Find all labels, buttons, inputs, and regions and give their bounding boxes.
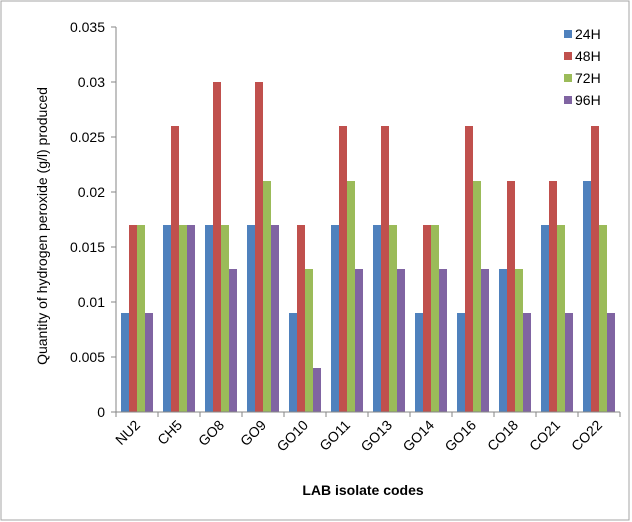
x-tick-label: GO10 <box>273 417 311 455</box>
bar-48H-GO14 <box>423 225 431 412</box>
bar-24H-CO21 <box>541 225 549 412</box>
bar-24H-GO11 <box>331 225 339 412</box>
bar-72H-CH5 <box>179 225 187 412</box>
x-ticks-group: NU2 CH5 GO8 GO9 GO10 GO11 GO13 GO14 GO16 CO18 CO21… <box>112 412 621 455</box>
x-tick-label: GO11 <box>316 417 353 454</box>
x-tick-label: GO9 <box>237 417 269 449</box>
bar-48H-CO21 <box>549 181 557 412</box>
legend-label-96H: 96H <box>575 92 601 108</box>
bar-72H-GO8 <box>221 225 229 412</box>
bar-48H-GO11 <box>339 126 347 412</box>
bar-96H-NU2 <box>145 313 153 412</box>
x-tick-label: CH5 <box>154 417 185 448</box>
bar-72H-GO14 <box>431 225 439 412</box>
y-tick-label: 0.005 <box>70 349 105 365</box>
bar-72H-NU2 <box>137 225 145 412</box>
legend-label-48H: 48H <box>575 48 601 64</box>
bar-72H-GO13 <box>389 225 397 412</box>
bar-72H-GO10 <box>305 269 313 412</box>
bars-group <box>121 82 615 412</box>
y-tick-label: 0.03 <box>78 74 105 90</box>
bar-96H-CO18 <box>523 313 531 412</box>
legend-swatch-24H <box>564 30 572 38</box>
bar-48H-GO16 <box>465 126 473 412</box>
x-tick-label: CO21 <box>526 417 563 454</box>
x-tick-label: CO18 <box>484 417 521 454</box>
bar-72H-CO18 <box>515 269 523 412</box>
bar-24H-GO13 <box>373 225 381 412</box>
y-tick-label: 0.035 <box>70 19 105 35</box>
bar-72H-GO16 <box>473 181 481 412</box>
bar-24H-GO16 <box>457 313 465 412</box>
y-ticks-group: 0 0.005 0.01 0.015 0.02 0.025 0.03 0.035 <box>70 19 116 420</box>
y-tick-label: 0 <box>97 404 105 420</box>
bar-24H-GO8 <box>205 225 213 412</box>
bar-48H-CO22 <box>591 126 599 412</box>
bar-48H-CO18 <box>507 181 515 412</box>
x-tick-label: CO22 <box>568 417 605 454</box>
y-tick-label: 0.025 <box>70 129 105 145</box>
legend-swatch-72H <box>564 74 572 82</box>
legend-swatch-48H <box>564 52 572 60</box>
bar-24H-GO14 <box>415 313 423 412</box>
bar-96H-CO21 <box>565 313 573 412</box>
y-axis-title: Quantity of hydrogen peroxide (g/l) prod… <box>34 87 50 365</box>
y-tick-label: 0.02 <box>78 184 105 200</box>
bar-24H-CH5 <box>163 225 171 412</box>
bar-24H-GO9 <box>247 225 255 412</box>
bar-48H-GO10 <box>297 225 305 412</box>
bar-72H-CO21 <box>557 225 565 412</box>
bar-24H-NU2 <box>121 313 129 412</box>
bar-72H-CO22 <box>599 225 607 412</box>
bar-48H-GO9 <box>255 82 263 412</box>
y-tick-label: 0.01 <box>78 294 105 310</box>
bar-48H-GO13 <box>381 126 389 412</box>
bar-96H-GO9 <box>271 225 279 412</box>
bar-24H-CO18 <box>499 269 507 412</box>
x-tick-label: GO13 <box>357 417 395 455</box>
x-axis-title: LAB isolate codes <box>302 482 424 498</box>
bar-72H-GO9 <box>263 181 271 412</box>
x-tick-label: NU2 <box>112 417 143 448</box>
legend: 24H 48H 72H 96H <box>564 26 601 108</box>
bar-96H-GO14 <box>439 269 447 412</box>
x-tick-label: GO8 <box>195 417 227 449</box>
bar-48H-CH5 <box>171 126 179 412</box>
bar-96H-GO13 <box>397 269 405 412</box>
bar-96H-CH5 <box>187 225 195 412</box>
bar-48H-NU2 <box>129 225 137 412</box>
bar-96H-GO10 <box>313 368 321 412</box>
bar-24H-CO22 <box>583 181 591 412</box>
y-tick-label: 0.015 <box>70 239 105 255</box>
legend-label-24H: 24H <box>575 26 601 42</box>
bar-96H-GO16 <box>481 269 489 412</box>
bar-48H-GO8 <box>213 82 221 412</box>
legend-label-72H: 72H <box>575 70 601 86</box>
legend-swatch-96H <box>564 96 572 104</box>
bar-96H-CO22 <box>607 313 615 412</box>
bar-96H-GO11 <box>355 269 363 412</box>
x-tick-label: GO14 <box>399 417 437 455</box>
x-tick-label: GO16 <box>441 417 479 455</box>
bar-72H-GO11 <box>347 181 355 412</box>
bar-24H-GO10 <box>289 313 297 412</box>
bar-96H-GO8 <box>229 269 237 412</box>
